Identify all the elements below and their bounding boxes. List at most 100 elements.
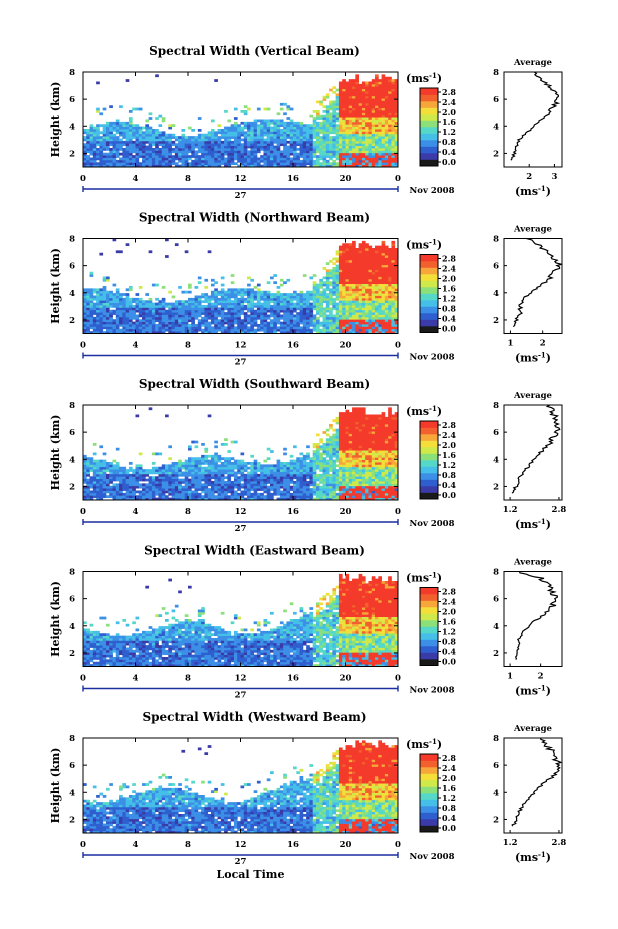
- heatmap-cell: [96, 136, 100, 139]
- heatmap-cell: [243, 138, 248, 142]
- heatmap-cell: [358, 143, 363, 147]
- heatmap-cell: [338, 309, 343, 313]
- heatmap-cell: [368, 124, 373, 128]
- heatmap-cell: [165, 143, 169, 147]
- heatmap-cell: [322, 119, 327, 123]
- heatmap-cell: [240, 324, 245, 327]
- heatmap-cell: [302, 143, 307, 147]
- heatmap-cell: [109, 302, 113, 306]
- heatmap-cell: [375, 290, 379, 294]
- heatmap-cell: [217, 140, 222, 144]
- heatmap-cell: [355, 276, 360, 280]
- heatmap-cell: [365, 252, 369, 256]
- heatmap-cell: [371, 331, 376, 334]
- heatmap-cell: [345, 91, 350, 94]
- heatmap-cell: [204, 133, 209, 137]
- heatmap-cell: [227, 466, 232, 470]
- heatmap-cell: [263, 138, 268, 142]
- heatmap-cell: [194, 155, 199, 158]
- heatmap-cell: [345, 286, 350, 289]
- heatmap-cell: [270, 295, 274, 299]
- heatmap-cell: [319, 164, 323, 168]
- heatmap-cell: [165, 305, 169, 308]
- heatmap-cell: [125, 138, 130, 142]
- heatmap-cell: [283, 300, 287, 304]
- heatmap-cell: [132, 490, 136, 494]
- heatmap-cell: [109, 129, 113, 132]
- heatmap-cell: [273, 129, 277, 132]
- heatmap-cell: [355, 102, 360, 106]
- heatmap-cell: [283, 305, 287, 308]
- heatmap-cell: [96, 316, 100, 320]
- heatmap-cell: [391, 269, 396, 273]
- heatmap-cell: [358, 95, 363, 99]
- y-tick-label: 4: [69, 122, 75, 132]
- heatmap-cell: [276, 162, 281, 166]
- heatmap-cell: [322, 126, 327, 130]
- heatmap-cell: [214, 159, 218, 163]
- heatmap-cell: [197, 319, 202, 323]
- heatmap-cell: [155, 471, 159, 475]
- heatmap-cell: [158, 471, 163, 475]
- heatmap-cell: [99, 488, 104, 491]
- heatmap-cell: [214, 473, 218, 477]
- heatmap-cell: [384, 148, 389, 151]
- heatmap-cell: [210, 164, 215, 168]
- heatmap-cell: [312, 321, 317, 325]
- heatmap-cell: [128, 312, 133, 315]
- heatmap-cell: [92, 495, 97, 499]
- heatmap-cell: [296, 295, 300, 299]
- heatmap-cell: [214, 314, 218, 318]
- heatmap-cell: [191, 326, 195, 330]
- heatmap-cell: [384, 264, 389, 268]
- heatmap-cell: [325, 133, 330, 137]
- heatmap-cell: [168, 143, 172, 147]
- heatmap-cell: [224, 438, 228, 442]
- heatmap-cell: [102, 157, 107, 161]
- heatmap-cell: [263, 309, 268, 313]
- heatmap-cell: [181, 133, 186, 137]
- heatmap-cell: [128, 305, 133, 308]
- heatmap-cell: [365, 290, 369, 294]
- heatmap-cell: [83, 138, 87, 142]
- heatmap-cell: [132, 307, 136, 311]
- heatmap-cell: [384, 95, 389, 99]
- heatmap-cell: [342, 86, 346, 90]
- heatmap-cell: [89, 312, 94, 315]
- heatmap-cell: [168, 162, 172, 166]
- heatmap-cell: [355, 288, 360, 292]
- heatmap-cell: [191, 302, 195, 306]
- heatmap-cell: [191, 297, 195, 301]
- heatmap-cell: [325, 295, 330, 299]
- heatmap-cell: [338, 276, 343, 280]
- heatmap-cell: [89, 316, 94, 320]
- heatmap-cell: [355, 267, 360, 270]
- heatmap-cell: [217, 143, 222, 147]
- heatmap-cell: [388, 157, 392, 161]
- heatmap-cell: [237, 143, 241, 147]
- heatmap-cell: [204, 148, 209, 151]
- heatmap-cell: [145, 307, 150, 311]
- heatmap-cell: [96, 478, 100, 482]
- heatmap-cell: [391, 148, 396, 151]
- heatmap-cell: [155, 155, 159, 158]
- heatmap-cell: [201, 312, 205, 315]
- heatmap-cell: [375, 102, 379, 106]
- heatmap-cell: [319, 140, 323, 144]
- heatmap-cell: [375, 79, 379, 82]
- heatmap-cell: [345, 305, 350, 308]
- heatmap-cell: [388, 102, 392, 106]
- heatmap-cell: [240, 138, 245, 142]
- heatmap-cell: [348, 140, 353, 144]
- heatmap-cell: [355, 252, 360, 256]
- heatmap-cell: [352, 283, 356, 287]
- heatmap-cell: [273, 157, 277, 161]
- heatmap-cell: [368, 314, 373, 318]
- heatmap-cell: [135, 300, 140, 304]
- heatmap-cell: [338, 252, 343, 256]
- heatmap-cell: [309, 136, 314, 139]
- heatmap-cell: [96, 107, 100, 111]
- heatmap-cell: [158, 316, 163, 320]
- heatmap-cell: [378, 300, 382, 304]
- heatmap-cell: [102, 133, 107, 137]
